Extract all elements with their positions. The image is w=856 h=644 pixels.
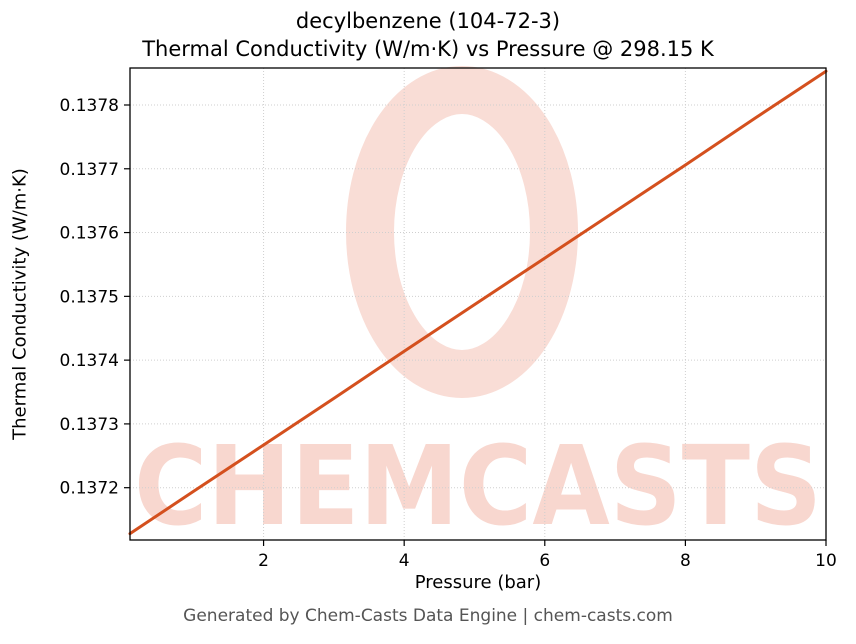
grid-lines — [130, 68, 827, 540]
x-axis-label: Pressure (bar) — [414, 572, 542, 593]
y-tick-label: 0.1372 — [60, 479, 119, 499]
data-line — [128, 69, 828, 536]
footer-credit: Generated by Chem-Casts Data Engine | ch… — [183, 606, 673, 626]
x-tick-label: 10 — [815, 551, 837, 571]
axis-ticks: 2 4 6 8 10 0.1372 0.1373 0.1374 0.1375 0.1376 0.13… — [60, 96, 837, 571]
x-tick-label: 4 — [399, 551, 410, 571]
y-tick-label: 0.1377 — [60, 160, 119, 180]
x-tick-label: 8 — [680, 551, 691, 571]
watermark-text: CHEMCASTS — [134, 422, 822, 550]
plot-border — [129, 67, 827, 541]
y-tick-label: 0.1378 — [60, 96, 119, 116]
chart-title-compound: decylbenzene (104-72-3) — [295, 9, 561, 33]
x-tick-label: 2 — [258, 551, 269, 571]
y-tick-label: 0.1376 — [60, 224, 119, 244]
y-tick-label: 0.1375 — [60, 287, 119, 307]
x-tick-label: 6 — [539, 551, 550, 571]
watermark-ring-icon — [346, 66, 578, 398]
y-tick-label: 0.1374 — [60, 351, 119, 371]
y-tick-label: 0.1373 — [60, 415, 119, 435]
chart-title-property: Thermal Conductivity (W/m·K) vs Pressure… — [142, 37, 714, 61]
watermark: CHEMCASTS — [134, 66, 822, 550]
y-axis-label: Thermal Conductivity (W/m·K) — [9, 168, 31, 440]
